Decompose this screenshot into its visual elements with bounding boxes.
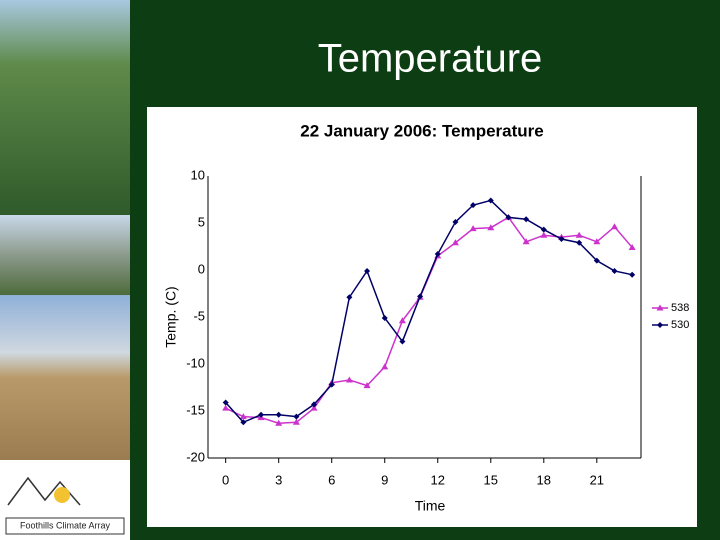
marker: [452, 219, 459, 226]
series-line: [225, 199, 633, 424]
marker: [628, 243, 636, 250]
x-tick-label: 3: [275, 472, 282, 487]
photo: [0, 0, 130, 215]
marker: [363, 382, 371, 389]
logo-sun: [54, 487, 70, 503]
marker: [222, 399, 229, 406]
marker: [275, 419, 283, 426]
marker: [292, 418, 300, 425]
chart-title: 22 January 2006: Temperature: [300, 121, 543, 140]
marker: [417, 293, 424, 300]
marker: [558, 235, 565, 242]
marker: [487, 197, 494, 204]
marker: [611, 267, 618, 274]
logo-text: Foothills Climate Array: [20, 520, 111, 530]
marker: [222, 404, 230, 411]
marker: [346, 294, 353, 301]
marker: [505, 214, 512, 221]
marker: [398, 317, 406, 324]
x-tick-label: 9: [381, 472, 388, 487]
marker: [540, 231, 548, 238]
marker: [523, 216, 530, 223]
x-tick-label: 12: [431, 472, 445, 487]
y-tick-label: -20: [186, 449, 205, 464]
y-tick-label: 10: [191, 167, 205, 182]
marker: [311, 401, 318, 408]
y-tick-label: 0: [198, 261, 205, 276]
x-tick-label: 15: [484, 472, 498, 487]
legend-marker: [656, 304, 664, 311]
y-tick-label: 5: [198, 214, 205, 229]
x-tick-label: 6: [328, 472, 335, 487]
y-tick-label: -10: [186, 355, 205, 370]
x-axis-label: Time: [415, 498, 446, 514]
marker: [345, 376, 353, 383]
marker: [434, 251, 441, 258]
marker: [381, 314, 388, 321]
marker: [381, 363, 389, 370]
marker: [522, 238, 530, 245]
marker: [399, 338, 406, 345]
marker: [293, 413, 300, 420]
marker: [610, 223, 618, 230]
photo: [0, 215, 130, 295]
marker: [487, 224, 495, 231]
y-tick-label: -5: [193, 308, 205, 323]
marker: [239, 413, 247, 420]
marker: [470, 202, 477, 209]
marker: [593, 257, 600, 264]
marker: [310, 404, 318, 411]
marker: [469, 225, 477, 232]
x-tick-label: 0: [222, 472, 229, 487]
marker: [240, 419, 247, 426]
y-axis-label: Temp. (C): [163, 286, 179, 347]
marker: [328, 381, 335, 388]
marker: [451, 239, 459, 246]
x-tick-label: 18: [537, 472, 551, 487]
legend-label: 538: [671, 302, 689, 314]
logo-frame: [5, 517, 125, 535]
y-tick-label: -15: [186, 402, 205, 417]
slide-title: Temperature: [318, 37, 543, 81]
legend-label: 530: [671, 319, 689, 331]
marker: [576, 239, 583, 246]
marker: [258, 411, 265, 418]
marker: [540, 226, 547, 233]
marker: [629, 271, 636, 278]
legend-marker: [657, 322, 663, 328]
marker: [364, 267, 371, 274]
marker: [275, 411, 282, 418]
photo: [0, 295, 130, 460]
marker: [575, 231, 583, 238]
marker: [593, 238, 601, 245]
chart-panel: [147, 107, 697, 527]
x-tick-label: 21: [590, 472, 604, 487]
